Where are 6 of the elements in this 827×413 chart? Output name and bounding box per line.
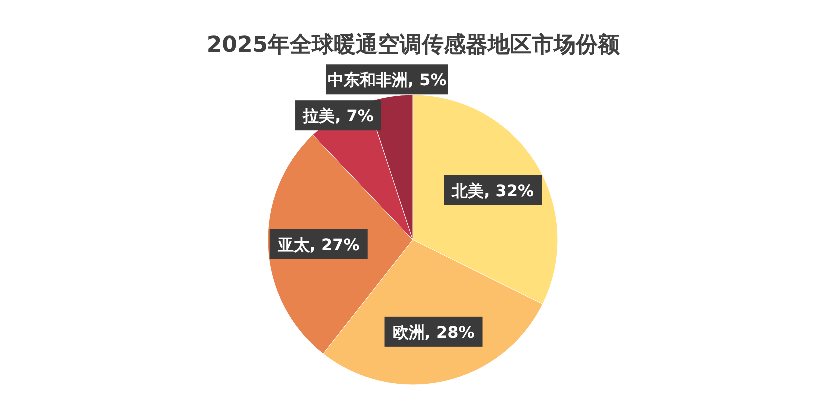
- chart-title: 2025年全球暖通空调传感器地区市场份额: [206, 32, 622, 58]
- slice-label: 拉美, 7%: [302, 106, 374, 126]
- slice-label: 中东和非洲, 5%: [328, 70, 447, 90]
- slice-label: 亚太, 27%: [276, 235, 360, 254]
- slice-label: 北美, 32%: [451, 181, 534, 200]
- slice-label: 欧洲, 28%: [392, 322, 475, 342]
